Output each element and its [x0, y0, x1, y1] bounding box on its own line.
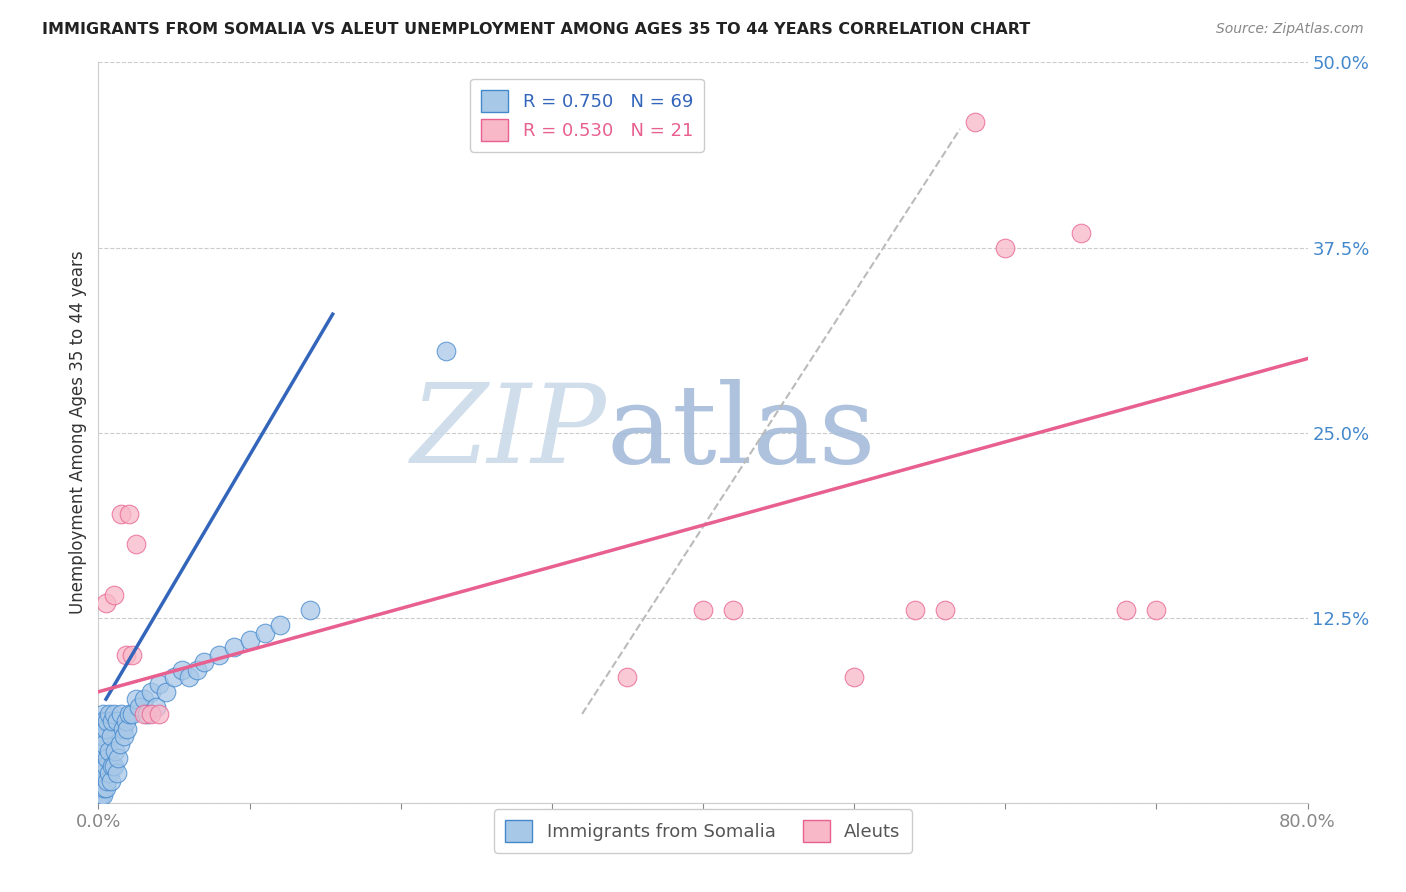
Point [90, 758, 112, 772]
Point [103, 758, 125, 772]
Point [1144, 603, 1167, 617]
Point [135, 706, 157, 721]
Point [155, 685, 177, 699]
Point [89, 789, 111, 803]
Point [616, 670, 638, 684]
Point [108, 737, 131, 751]
Point [208, 648, 231, 662]
Point [90, 780, 112, 795]
Point [112, 729, 135, 743]
Point [105, 714, 128, 729]
Point [96, 714, 118, 729]
Point [121, 706, 143, 721]
Point [93, 766, 115, 780]
Point [965, 114, 987, 128]
Point [100, 773, 122, 788]
Point [107, 751, 129, 765]
Point [186, 663, 208, 677]
Point [121, 648, 143, 662]
Point [125, 692, 148, 706]
Point [723, 603, 745, 617]
Point [224, 640, 246, 655]
Point [98, 706, 121, 721]
Point [91, 758, 114, 772]
Text: atlas: atlas [606, 379, 876, 486]
Point [148, 706, 170, 721]
Point [91, 773, 114, 788]
Point [1070, 226, 1092, 240]
Point [91, 744, 114, 758]
Point [170, 663, 193, 677]
Y-axis label: Unemployment Among Ages 35 to 44 years: Unemployment Among Ages 35 to 44 years [69, 251, 87, 615]
Point [148, 677, 170, 691]
Point [118, 507, 141, 521]
Point [994, 240, 1017, 255]
Point [114, 714, 136, 729]
Point [145, 699, 167, 714]
Point [90, 744, 112, 758]
Point [269, 618, 291, 632]
Point [239, 632, 262, 647]
Point [91, 789, 114, 803]
Point [111, 722, 134, 736]
Point [89, 766, 111, 780]
Point [91, 729, 114, 743]
Point [141, 706, 163, 721]
Point [110, 706, 132, 721]
Point [94, 596, 117, 610]
Point [98, 744, 121, 758]
Point [692, 603, 714, 617]
Point [434, 344, 457, 359]
Point [93, 714, 115, 729]
Point [904, 603, 927, 617]
Point [253, 625, 276, 640]
Point [90, 729, 112, 743]
Text: ZIP: ZIP [411, 379, 606, 486]
Point [93, 737, 115, 751]
Point [934, 603, 956, 617]
Point [100, 729, 122, 743]
Point [103, 706, 125, 721]
Point [90, 714, 112, 729]
Point [193, 655, 215, 669]
Point [125, 536, 148, 550]
Point [101, 714, 124, 729]
Text: IMMIGRANTS FROM SOMALIA VS ALEUT UNEMPLOYMENT AMONG AGES 35 TO 44 YEARS CORRELAT: IMMIGRANTS FROM SOMALIA VS ALEUT UNEMPLO… [42, 22, 1031, 37]
Point [98, 766, 121, 780]
Text: Source: ZipAtlas.com: Source: ZipAtlas.com [1216, 22, 1364, 37]
Point [94, 722, 117, 736]
Point [90, 789, 112, 803]
Point [118, 706, 141, 721]
Point [179, 670, 201, 684]
Point [103, 589, 125, 603]
Point [94, 780, 117, 795]
Point [91, 706, 114, 721]
Point [96, 773, 118, 788]
Point [89, 751, 111, 765]
Point [90, 773, 112, 788]
Point [128, 699, 150, 714]
Point [93, 780, 115, 795]
Point [163, 670, 186, 684]
Point [1115, 603, 1137, 617]
Point [132, 706, 155, 721]
Point [104, 744, 127, 758]
Point [299, 603, 322, 617]
Point [89, 780, 111, 795]
Point [114, 648, 136, 662]
Point [141, 685, 163, 699]
Legend: Immigrants from Somalia, Aleuts: Immigrants from Somalia, Aleuts [495, 809, 911, 853]
Point [89, 729, 111, 743]
Point [844, 670, 866, 684]
Point [115, 722, 138, 736]
Point [110, 507, 132, 521]
Point [101, 758, 124, 772]
Point [94, 758, 117, 772]
Point [132, 692, 155, 706]
Point [96, 751, 118, 765]
Point [105, 766, 128, 780]
